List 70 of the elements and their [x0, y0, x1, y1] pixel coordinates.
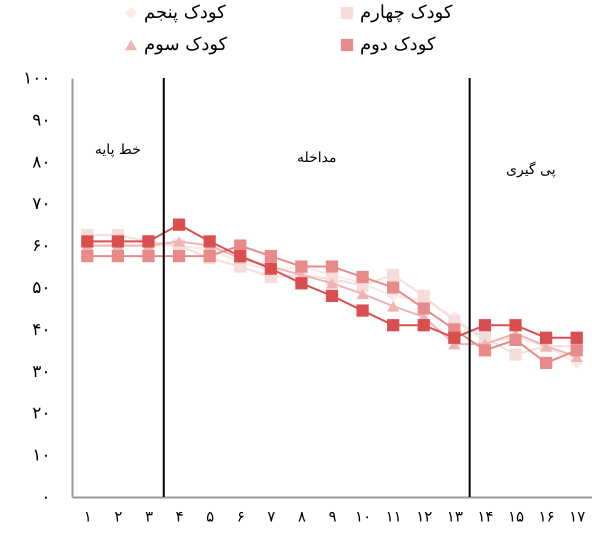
y-tick-label: ۳۰: [32, 362, 50, 382]
point: [112, 250, 124, 262]
legend-label: کودک چهارم: [360, 2, 453, 23]
x-tick-label: ۱۴: [477, 508, 494, 526]
point: [387, 319, 400, 332]
x-tick-label: ۷: [267, 508, 276, 526]
point: [112, 235, 124, 248]
point: [478, 319, 492, 332]
point: [356, 288, 369, 300]
y-tick-label: ۰: [41, 488, 50, 508]
point: [326, 278, 338, 289]
x-tick-label: ۱۳: [446, 508, 463, 526]
y-tick-label: ۸۰: [32, 152, 50, 172]
x-tick-label: ۱: [84, 508, 92, 526]
point: [448, 332, 460, 344]
point: [356, 270, 369, 284]
y-tick-label: ۲۰: [32, 404, 50, 424]
legend-label: کودک دوم: [360, 34, 436, 55]
legend-label: کودک سوم: [144, 34, 228, 55]
point: [204, 235, 216, 248]
y-tick-label: ۹۰: [32, 110, 50, 130]
y-tick-label: ۴۰: [32, 320, 50, 340]
x-tick-label: ۲: [114, 508, 122, 526]
x-tick-label: ۴: [176, 508, 184, 526]
point: [326, 290, 338, 302]
y-tick-label: ۱۰۰: [23, 68, 50, 88]
point: [142, 250, 155, 262]
y-tick-label: ۷۰: [32, 194, 50, 214]
x-tick-label: ۶: [236, 508, 245, 526]
annotation: خط پایه: [94, 142, 141, 158]
point: [387, 281, 400, 294]
point: [570, 344, 583, 356]
annotation: پی گیری: [506, 161, 556, 178]
point: [418, 302, 430, 315]
x-tick-label: ۱۵: [508, 508, 524, 526]
point: [387, 268, 400, 282]
x-tick-label: ۱۰: [355, 508, 372, 526]
x-tick-label: ۸: [298, 508, 306, 526]
point: [81, 235, 94, 248]
point: [509, 319, 522, 332]
point: [234, 250, 246, 262]
point: [356, 304, 369, 317]
point: [570, 332, 583, 344]
point: [540, 332, 552, 344]
point: [326, 260, 338, 273]
x-tick-label: ۱۶: [538, 508, 555, 526]
x-tick-label: ۹: [328, 508, 337, 526]
point: [387, 301, 400, 312]
y-tick-label: ۶۰: [32, 236, 50, 256]
x-tick-label: ۱۲: [416, 508, 432, 526]
point: [478, 344, 492, 356]
point: [172, 218, 186, 231]
point: [172, 236, 186, 247]
point: [81, 250, 94, 262]
x-tick-label: ۱۷: [569, 508, 586, 526]
point: [418, 290, 430, 302]
point: [264, 250, 277, 262]
point: [540, 356, 552, 370]
x-tick-label: ۱۱: [386, 508, 402, 526]
y-tick-label: ۱۰: [32, 446, 50, 466]
point: [509, 348, 522, 361]
point: [172, 250, 186, 262]
x-tick-label: ۳: [144, 508, 153, 526]
point: [295, 277, 308, 290]
point: [204, 250, 216, 262]
point: [418, 319, 430, 332]
x-tick-label: ۵: [206, 508, 214, 526]
legend-label: کودک پنجم: [144, 2, 226, 23]
y-tick-label: ۵۰: [32, 278, 50, 298]
annotation: مداخله: [296, 150, 336, 166]
